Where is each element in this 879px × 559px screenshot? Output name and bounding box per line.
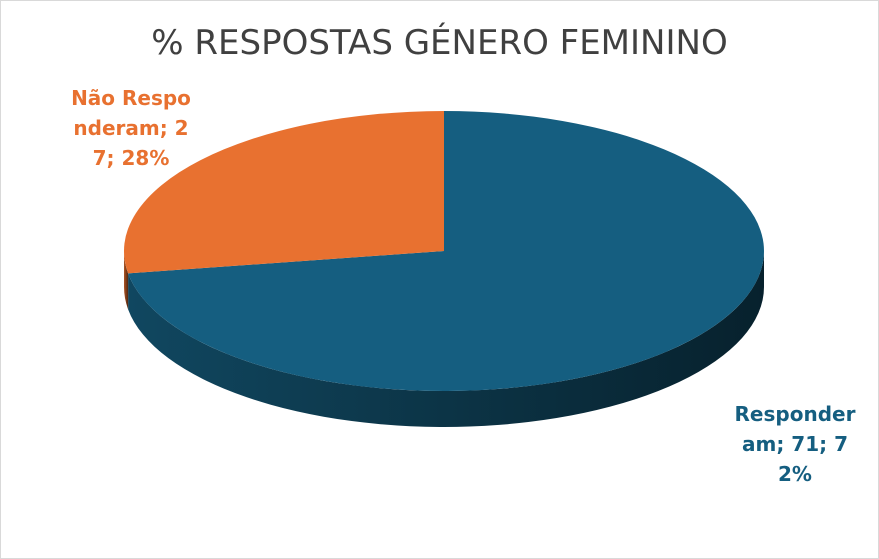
slice — [123, 111, 444, 274]
slice — [128, 111, 764, 392]
chart-title: % RESPOSTAS GÉNERO FEMININO — [151, 23, 728, 63]
slice-side — [124, 251, 129, 310]
data-label: Não Responderam; 27; 28% — [71, 86, 191, 170]
slice-side — [128, 251, 765, 428]
data-label: Responderam; 71; 72% — [734, 402, 856, 486]
